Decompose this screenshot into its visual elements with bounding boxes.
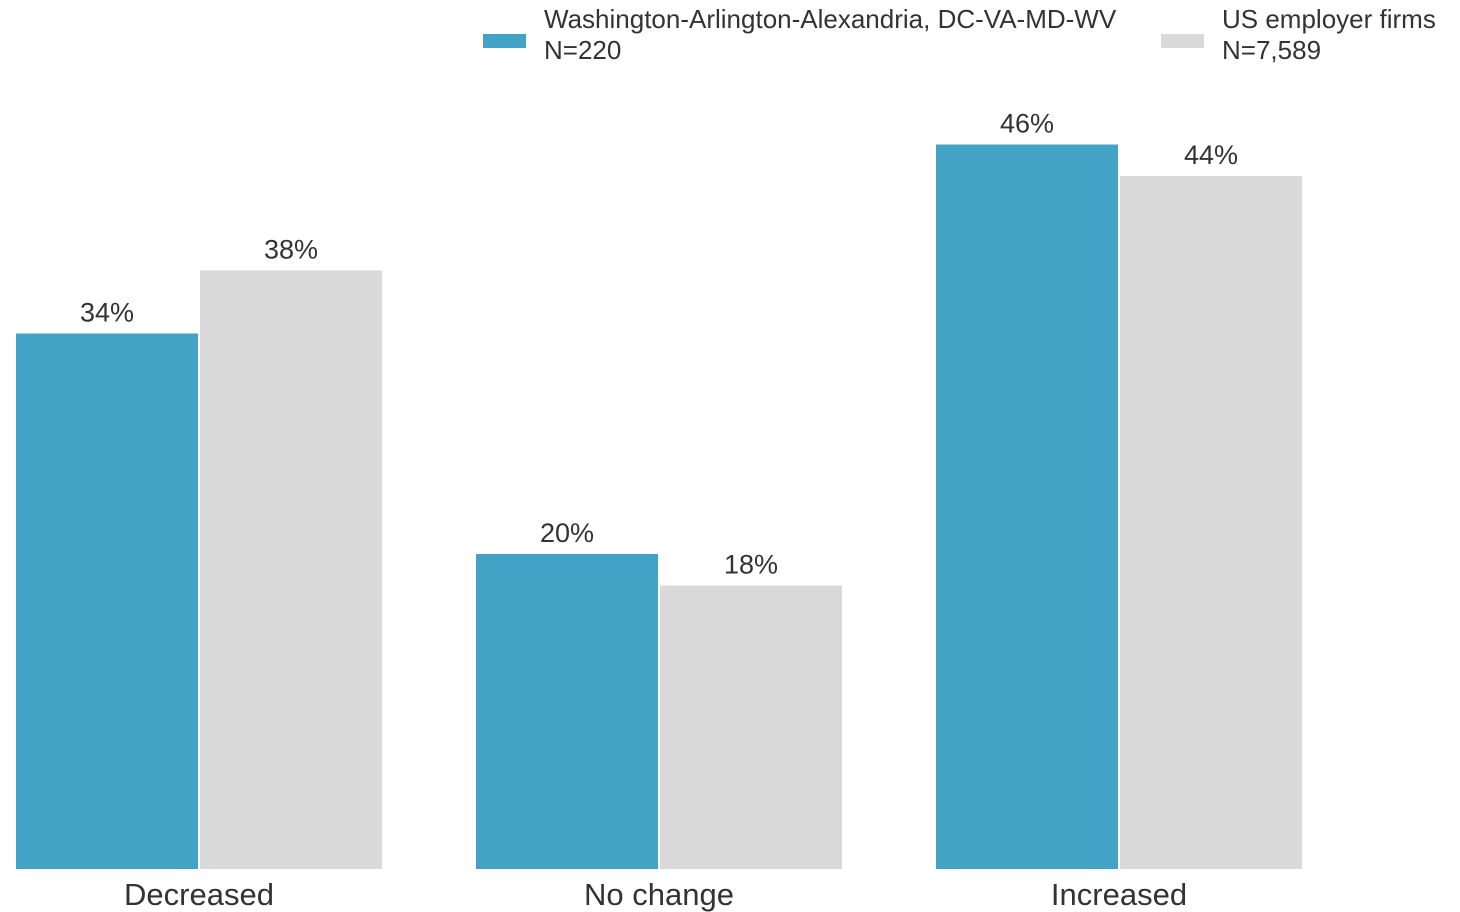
data-label-increased-series-0: 46%	[1000, 109, 1054, 139]
data-label-decreased-series-0: 34%	[80, 298, 134, 328]
legend-swatch-us	[1161, 34, 1204, 48]
legend-item-us: US employer firms N=7,589	[1161, 4, 1436, 66]
chart-legend: Washington-Arlington-Alexandria, DC-VA-M…	[0, 4, 1460, 70]
legend-swatch-washington	[483, 34, 526, 48]
legend-label-us: US employer firms	[1222, 4, 1436, 34]
legend-text-washington: Washington-Arlington-Alexandria, DC-VA-M…	[544, 4, 1116, 66]
x-tick-label-increased: Increased	[1051, 877, 1187, 912]
legend-sample-washington: N=220	[544, 35, 622, 65]
bar-decreased-series-1	[200, 270, 382, 869]
x-tick-label-no-change: No change	[584, 877, 734, 912]
bar-decreased-series-0	[16, 333, 198, 869]
legend-label-washington: Washington-Arlington-Alexandria, DC-VA-M…	[544, 4, 1117, 34]
legend-item-washington: Washington-Arlington-Alexandria, DC-VA-M…	[483, 4, 1116, 66]
bar-increased-series-0	[936, 144, 1118, 869]
legend-sample-us: N=7,589	[1222, 35, 1322, 65]
data-label-no-change-series-0: 20%	[540, 518, 594, 548]
x-tick-label-decreased: Decreased	[124, 877, 274, 912]
data-label-increased-series-1: 44%	[1184, 140, 1238, 170]
bar-no-change-series-0	[476, 554, 658, 869]
data-label-decreased-series-1: 38%	[264, 235, 318, 265]
data-label-no-change-series-1: 18%	[724, 550, 778, 580]
bar-increased-series-1	[1120, 176, 1302, 869]
bar-no-change-series-1	[660, 585, 842, 869]
legend-text-us: US employer firms N=7,589	[1222, 4, 1436, 66]
